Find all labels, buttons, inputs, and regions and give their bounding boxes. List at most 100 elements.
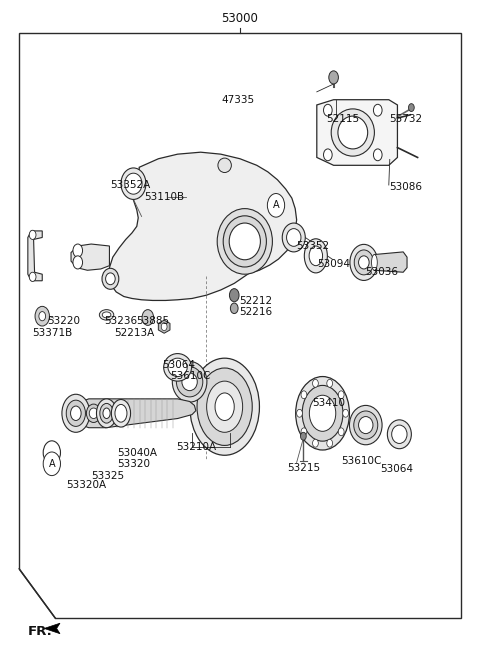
Circle shape: [343, 409, 348, 417]
Ellipse shape: [349, 405, 382, 445]
Ellipse shape: [197, 368, 252, 445]
Text: FR.: FR.: [28, 625, 53, 638]
Ellipse shape: [103, 408, 110, 419]
Ellipse shape: [359, 256, 369, 269]
Circle shape: [327, 379, 333, 387]
Circle shape: [373, 149, 382, 161]
Text: 53320A: 53320A: [66, 480, 107, 491]
Circle shape: [39, 312, 46, 321]
Ellipse shape: [392, 425, 407, 443]
Circle shape: [29, 272, 36, 281]
Text: 52212: 52212: [239, 296, 272, 306]
Circle shape: [329, 71, 338, 84]
Ellipse shape: [71, 406, 81, 420]
Text: 53040A: 53040A: [118, 447, 157, 458]
Ellipse shape: [62, 394, 90, 432]
Ellipse shape: [106, 273, 115, 285]
Circle shape: [43, 441, 60, 464]
Text: 53325: 53325: [91, 470, 124, 481]
Circle shape: [373, 104, 382, 116]
Circle shape: [324, 104, 332, 116]
Circle shape: [301, 428, 307, 436]
Ellipse shape: [172, 361, 207, 402]
Circle shape: [338, 428, 344, 436]
Polygon shape: [158, 320, 170, 333]
Text: 53610C: 53610C: [170, 371, 211, 381]
Circle shape: [161, 323, 167, 331]
Ellipse shape: [102, 312, 111, 318]
Ellipse shape: [338, 116, 368, 149]
Polygon shape: [109, 152, 297, 300]
Circle shape: [297, 409, 302, 417]
Ellipse shape: [207, 381, 243, 432]
Polygon shape: [28, 231, 42, 281]
Circle shape: [301, 391, 307, 399]
Ellipse shape: [125, 173, 142, 194]
Circle shape: [338, 391, 344, 399]
Ellipse shape: [121, 168, 146, 199]
Ellipse shape: [177, 367, 203, 397]
Text: 53064: 53064: [162, 359, 195, 370]
Text: 53094: 53094: [317, 258, 350, 269]
Ellipse shape: [331, 109, 374, 156]
Polygon shape: [44, 623, 60, 634]
Text: 53036: 53036: [365, 267, 398, 277]
Circle shape: [73, 244, 83, 257]
Text: 53410: 53410: [312, 398, 345, 409]
Circle shape: [142, 310, 154, 325]
Text: 52216: 52216: [239, 307, 272, 318]
Circle shape: [312, 440, 318, 447]
Ellipse shape: [223, 216, 266, 267]
Ellipse shape: [215, 393, 234, 420]
Ellipse shape: [387, 420, 411, 449]
Circle shape: [230, 303, 238, 314]
Text: 53610C: 53610C: [341, 455, 381, 466]
Ellipse shape: [168, 358, 187, 377]
Ellipse shape: [282, 223, 305, 252]
Text: 53000: 53000: [222, 12, 258, 25]
Circle shape: [408, 104, 414, 112]
Text: 53320: 53320: [118, 459, 151, 469]
Polygon shape: [374, 252, 407, 272]
Text: A: A: [273, 200, 279, 211]
Ellipse shape: [354, 411, 378, 440]
Circle shape: [312, 379, 318, 387]
Ellipse shape: [350, 245, 378, 281]
Text: 53220: 53220: [47, 316, 80, 327]
Ellipse shape: [111, 400, 131, 427]
Ellipse shape: [102, 268, 119, 289]
Text: 52213A: 52213A: [114, 328, 155, 338]
Ellipse shape: [359, 417, 373, 434]
Ellipse shape: [115, 404, 127, 422]
Text: 53064: 53064: [381, 464, 414, 474]
Circle shape: [29, 230, 36, 239]
Ellipse shape: [89, 408, 98, 419]
Circle shape: [43, 452, 60, 476]
Ellipse shape: [182, 373, 197, 391]
Circle shape: [324, 149, 332, 161]
Polygon shape: [317, 100, 397, 165]
Polygon shape: [19, 33, 461, 618]
Circle shape: [73, 256, 83, 269]
Text: A: A: [48, 459, 55, 469]
Polygon shape: [77, 399, 196, 428]
Ellipse shape: [66, 400, 85, 426]
Text: 53110B: 53110B: [144, 192, 184, 202]
Text: 52115: 52115: [326, 114, 360, 125]
Ellipse shape: [354, 250, 373, 275]
Ellipse shape: [86, 404, 101, 422]
Circle shape: [327, 440, 333, 447]
Ellipse shape: [96, 399, 117, 428]
Text: 47335: 47335: [221, 94, 254, 105]
Ellipse shape: [100, 403, 113, 423]
Text: 53352A: 53352A: [110, 180, 151, 190]
Ellipse shape: [287, 228, 301, 246]
Text: 53352: 53352: [297, 241, 330, 251]
Ellipse shape: [309, 246, 323, 266]
Ellipse shape: [99, 310, 114, 320]
Polygon shape: [71, 244, 109, 270]
Text: 53215: 53215: [287, 462, 320, 473]
Ellipse shape: [310, 395, 336, 432]
Ellipse shape: [304, 239, 327, 273]
Ellipse shape: [218, 158, 231, 173]
